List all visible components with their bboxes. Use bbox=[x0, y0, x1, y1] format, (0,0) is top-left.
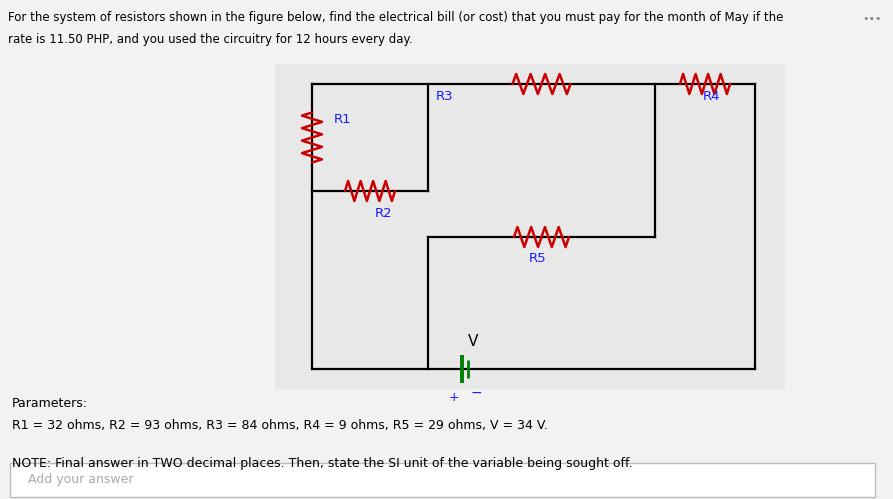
Text: R4: R4 bbox=[703, 90, 721, 103]
Text: For the system of resistors shown in the figure below, find the electrical bill : For the system of resistors shown in the… bbox=[8, 11, 783, 24]
Text: R2: R2 bbox=[375, 207, 393, 220]
Text: Add your answer: Add your answer bbox=[28, 474, 133, 487]
Text: NOTE: Final answer in TWO decimal places. Then, state the SI unit of the variabl: NOTE: Final answer in TWO decimal places… bbox=[12, 457, 632, 470]
Bar bbox=[275, 64, 785, 389]
Text: Parameters:: Parameters: bbox=[12, 397, 88, 410]
Text: V: V bbox=[468, 334, 479, 349]
Text: •••: ••• bbox=[862, 14, 881, 24]
Text: R5: R5 bbox=[529, 252, 547, 265]
Text: −: − bbox=[471, 386, 482, 400]
Text: R3: R3 bbox=[436, 90, 454, 103]
Text: +: + bbox=[448, 391, 459, 404]
Bar bbox=[10, 463, 875, 497]
Text: R1 = 32 ohms, R2 = 93 ohms, R3 = 84 ohms, R4 = 9 ohms, R5 = 29 ohms, V = 34 V.: R1 = 32 ohms, R2 = 93 ohms, R3 = 84 ohms… bbox=[12, 419, 547, 432]
Text: rate is 11.50 PHP, and you used the circuitry for 12 hours every day.: rate is 11.50 PHP, and you used the circ… bbox=[8, 33, 413, 46]
Text: R1: R1 bbox=[334, 113, 352, 126]
